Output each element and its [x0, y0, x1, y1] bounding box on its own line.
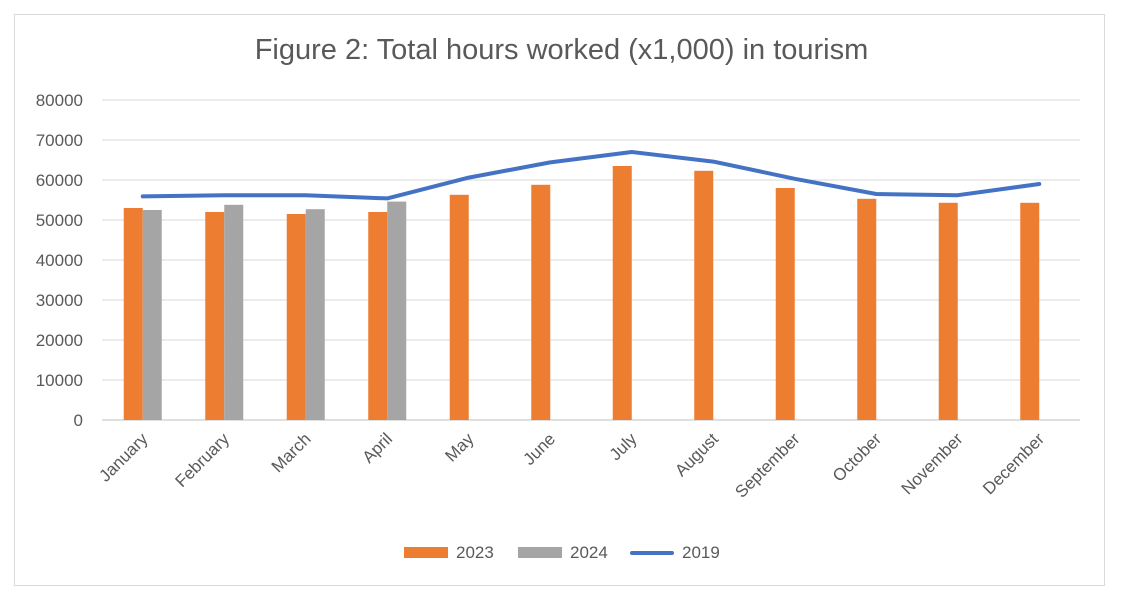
legend-swatch-2023: [404, 547, 448, 558]
bar-2024: [305, 209, 325, 420]
y-tick-label: 50000: [36, 211, 83, 230]
x-tick-label: July: [606, 429, 641, 464]
legend-label-2024: 2024: [570, 543, 608, 562]
legend-swatch-2024: [518, 547, 562, 558]
bar-2024: [142, 210, 162, 420]
bar-2024: [387, 201, 407, 420]
legend-label-2019: 2019: [682, 543, 720, 562]
legend-label-2023: 2023: [456, 543, 494, 562]
x-tick-label: October: [829, 429, 885, 485]
y-tick-label: 40000: [36, 251, 83, 270]
x-tick-label: March: [268, 429, 315, 476]
bar-2024: [224, 204, 244, 420]
y-tick-label: 80000: [36, 91, 83, 110]
x-tick-label: August: [671, 429, 722, 480]
bar-2023: [368, 212, 388, 420]
bar-2023: [286, 214, 306, 420]
y-tick-label: 70000: [36, 131, 83, 150]
bar-2023: [857, 198, 877, 420]
x-tick-label: January: [95, 429, 152, 486]
chart-legend: 2023 2024 2019: [0, 541, 1123, 565]
bar-2023: [1020, 202, 1040, 420]
x-tick-label: September: [731, 429, 803, 501]
bar-2023: [938, 202, 958, 420]
y-tick-label: 30000: [36, 291, 83, 310]
y-tick-label: 20000: [36, 331, 83, 350]
bar-2023: [123, 208, 143, 420]
bar-2023: [205, 212, 225, 420]
y-tick-label: 0: [74, 411, 83, 430]
x-tick-label: February: [172, 429, 234, 491]
bar-2023: [612, 166, 632, 420]
y-tick-label: 60000: [36, 171, 83, 190]
x-tick-label: April: [359, 429, 396, 466]
bar-2023: [531, 184, 551, 420]
legend-swatch-2019: [630, 551, 674, 555]
bar-2023: [775, 188, 795, 420]
x-tick-label: December: [979, 429, 1048, 498]
bar-2023: [694, 170, 714, 420]
line-2019: [140, 150, 1042, 201]
bar-2023: [449, 194, 469, 420]
x-tick-label: June: [520, 429, 560, 469]
x-tick-label: May: [441, 429, 477, 465]
y-tick-label: 10000: [36, 371, 83, 390]
chart-title: Figure 2: Total hours worked (x1,000) in…: [254, 34, 869, 66]
x-tick-label: November: [898, 429, 967, 498]
